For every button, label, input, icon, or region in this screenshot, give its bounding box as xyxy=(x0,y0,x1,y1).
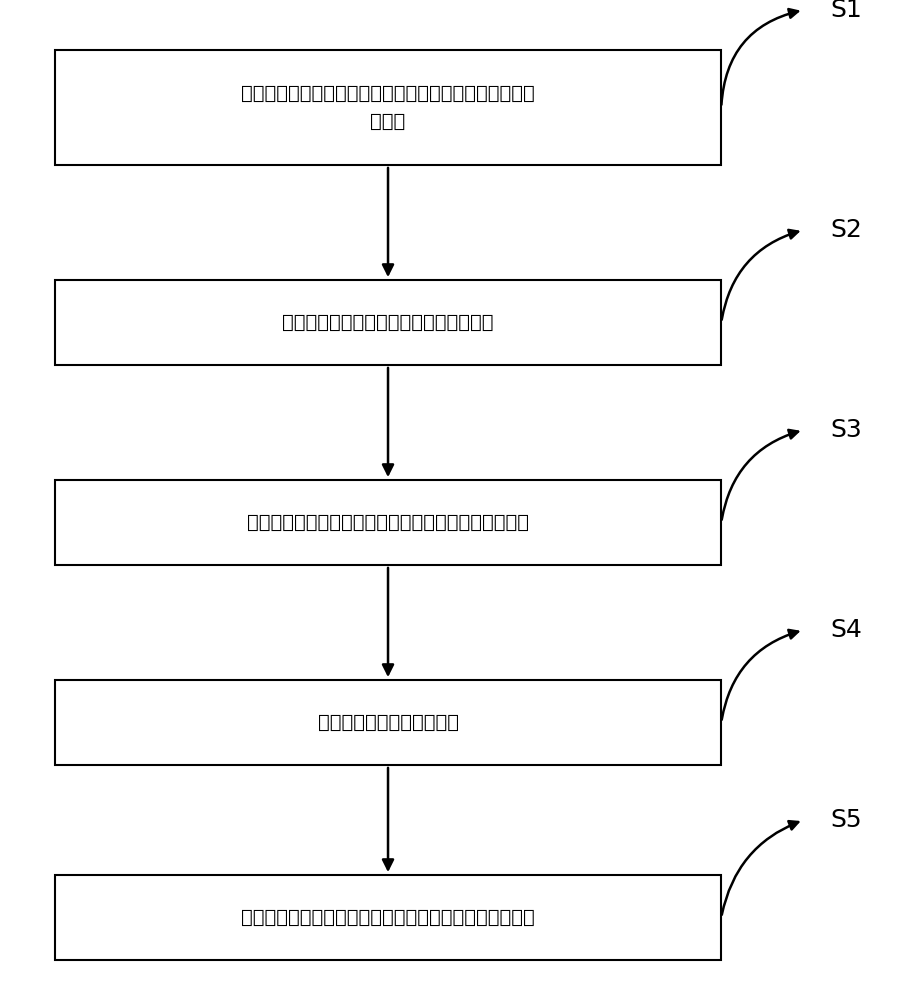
FancyArrowPatch shape xyxy=(722,430,798,520)
FancyArrowPatch shape xyxy=(721,9,798,105)
FancyArrowPatch shape xyxy=(722,821,798,915)
Text: 建立暖体假人三维模型，根据曲率对暖体假人不同部位进
行分区: 建立暖体假人三维模型，根据曲率对暖体假人不同部位进 行分区 xyxy=(241,84,535,131)
Text: 制作可拉伸柔性均匀加热膜: 制作可拉伸柔性均匀加热膜 xyxy=(318,713,458,732)
Text: 对暖体假人的各个部位分区进行曲面展开: 对暖体假人的各个部位分区进行曲面展开 xyxy=(282,313,494,332)
Text: S3: S3 xyxy=(831,418,863,442)
Text: 以上述各个曲面轮廓为边界设计可拉伸柔性均匀加热膜: 以上述各个曲面轮廓为边界设计可拉伸柔性均匀加热膜 xyxy=(247,513,529,532)
FancyArrowPatch shape xyxy=(722,630,798,720)
Text: S2: S2 xyxy=(831,218,863,242)
Text: S5: S5 xyxy=(831,808,863,832)
Text: 将可拉伸柔性均匀加热膜贴附在暖体假人的对应分区部位: 将可拉伸柔性均匀加热膜贴附在暖体假人的对应分区部位 xyxy=(241,908,535,927)
Bar xyxy=(55,50,721,165)
Bar xyxy=(55,680,721,765)
Text: S1: S1 xyxy=(831,0,863,22)
Bar xyxy=(55,480,721,565)
FancyArrowPatch shape xyxy=(722,230,798,320)
Text: S4: S4 xyxy=(831,618,863,642)
Bar xyxy=(55,875,721,960)
Bar xyxy=(55,280,721,365)
